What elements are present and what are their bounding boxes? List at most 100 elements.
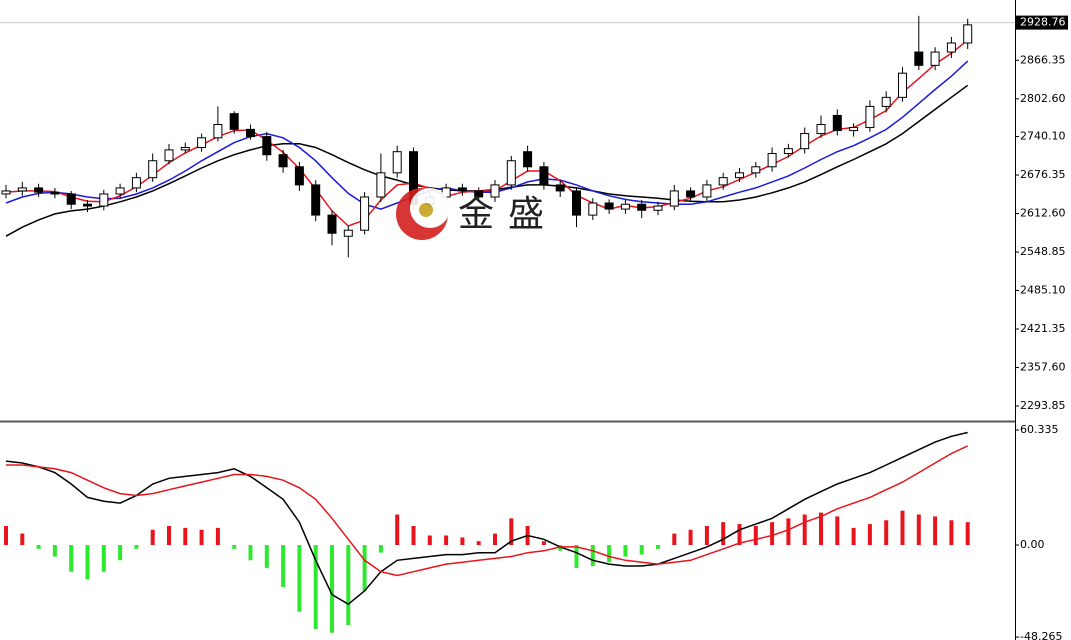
histogram-bar [427,535,432,546]
histogram-bar [721,522,726,546]
candle-body [653,205,663,211]
candle-body [620,203,630,210]
candle-body [294,166,304,186]
candle-body [474,190,484,198]
y-tick-label: 2866.35 [1020,53,1066,66]
histogram-bar [704,525,709,546]
candle-body [213,124,223,139]
histogram-bar [330,545,334,633]
histogram-bar [476,541,481,546]
histogram-bar [607,545,612,563]
candle-body [898,72,907,98]
indicator-line [5,431,968,606]
candle-body [229,113,239,130]
histogram-bar [460,537,465,546]
candle-body [669,190,679,207]
candle-body [506,160,516,186]
candle-body [164,149,174,162]
histogram-bar [150,529,155,546]
candle-body [539,166,549,186]
histogram-bar [656,545,660,549]
candle-body [360,196,370,231]
y-tick-label: -48.265 [1020,630,1062,640]
candle-body [115,187,125,195]
candle-body [604,202,614,210]
histogram-bar [965,522,970,546]
candle-body [327,214,337,234]
histogram-bar [639,545,644,555]
histogram-bar [411,525,416,546]
histogram-bar [346,545,351,626]
histogram-bar [248,545,253,561]
y-tick-label: 2421.35 [1020,322,1066,335]
candle-body [376,172,386,198]
y-tick-label: 2740.10 [1020,130,1066,143]
candle-body [800,133,810,150]
y-tick-label: 2802.60 [1020,92,1066,105]
candle-body [343,229,353,237]
histogram-bar [134,545,139,549]
candle-body [457,187,467,192]
candle-body [490,184,500,198]
histogram-bar [558,545,563,551]
candle-body [262,136,272,156]
histogram-bar [623,545,628,557]
histogram-bar [183,527,188,546]
histogram-bar [232,545,237,549]
histogram-bar [590,545,595,567]
y-tick-label: 2485.10 [1020,284,1066,297]
indicator-line [6,445,969,577]
candle-body [686,190,696,198]
histogram-bar [884,520,889,546]
candle-body [735,172,744,179]
histogram-bar [167,525,171,546]
histogram-bar [949,520,954,546]
y-tick-label: 2548.85 [1020,245,1066,258]
histogram-bar [378,545,383,553]
candle-body [148,160,158,179]
candle-body [34,187,44,193]
histogram-bar [101,545,106,572]
y-tick-label: 2612.60 [1020,207,1066,220]
histogram-bar [264,545,269,568]
histogram-bar [52,545,57,557]
histogram-bar [69,545,74,572]
histogram-bar [199,529,204,546]
last-price-label: 2928.76 [1020,16,1066,29]
candle-body [946,42,956,53]
candle-body [865,105,875,129]
logo-dot [419,203,433,217]
histogram-bar [362,545,367,591]
candle-body [816,124,826,135]
watermark-text: 金盛 [458,194,558,235]
histogram-bar [313,545,318,629]
histogram-bar [215,527,220,546]
histogram-bar [281,545,286,587]
histogram-bar [672,533,677,546]
candle-body [197,137,207,148]
watermark-logo [396,188,450,240]
candle-body [99,193,109,207]
candle-body [523,151,533,168]
candle-body [392,151,402,174]
candle-body [849,127,859,132]
histogram-bar [900,510,905,546]
histogram-bar [118,545,123,561]
y-tick-label: 2676.35 [1020,168,1066,181]
candle-body [963,24,973,44]
histogram-bar [916,514,921,546]
histogram-bar [297,545,302,612]
histogram-bar [20,533,25,546]
candle-body [832,114,842,132]
histogram-bar [753,525,758,546]
histogram-bar [36,545,41,549]
histogram-bar [4,525,8,546]
candle-body [131,177,141,189]
histogram-bar [867,524,872,546]
candle-body [572,190,581,216]
candle-body [783,148,793,155]
histogram-bar [819,512,823,546]
candle-body [930,51,940,66]
candle-body [914,51,924,66]
